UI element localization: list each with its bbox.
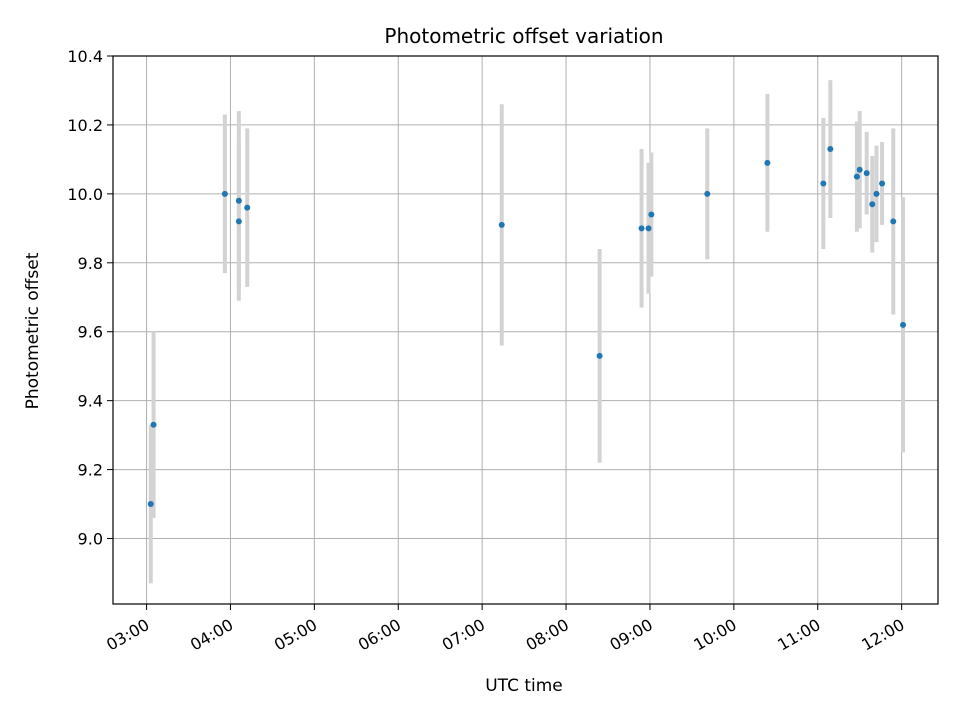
y-tick-label: 9.0 [78,530,103,549]
data-points [147,146,907,508]
y-tick-label: 10.0 [67,185,103,204]
chart-title: Photometric offset variation [384,24,663,48]
y-tick-label: 10.2 [67,116,103,135]
data-point [827,146,834,153]
data-point [853,173,860,180]
data-point [900,321,907,328]
y-tick-label: 9.8 [78,254,103,273]
data-point [873,190,880,197]
data-point [596,352,603,359]
data-point [820,180,827,187]
data-point [638,225,645,232]
data-point [645,225,652,232]
data-point [150,421,157,428]
data-point [221,190,228,197]
data-point [869,201,876,208]
y-tick-label: 9.2 [78,461,103,480]
data-point [235,218,242,225]
y-tick-label: 9.6 [78,323,103,342]
y-tick-label: 9.4 [78,392,103,411]
data-point [244,204,251,211]
data-point [648,211,655,218]
y-axis-title: Photometric offset [23,252,43,409]
data-point [704,190,711,197]
data-point [863,170,870,177]
data-point [235,197,242,204]
data-point [890,218,897,225]
y-tick-label: 10.4 [67,47,103,66]
y-axis-ticks: 9.0 9.2 9.4 9.6 9.8 10.0 10.2 10.4 [67,47,113,549]
x-axis-title: UTC time [485,676,563,696]
data-point [498,221,505,228]
data-point [856,166,863,173]
data-point [147,501,154,508]
data-point [879,180,886,187]
plot-frame [112,55,939,605]
data-point [764,159,771,166]
